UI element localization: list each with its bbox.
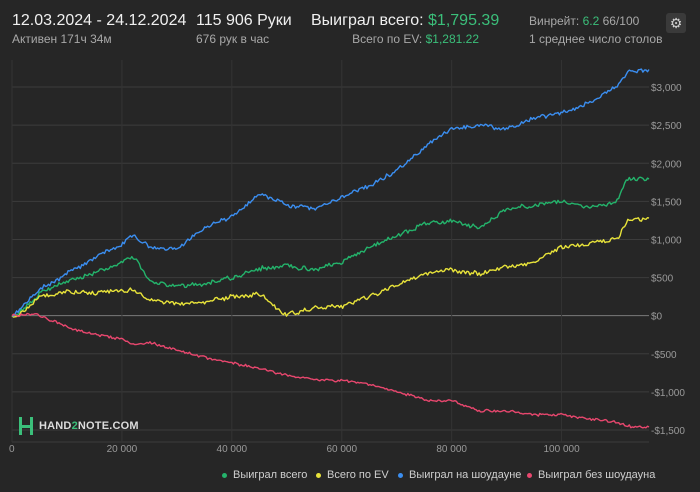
x-tick-label: 100 000 (544, 444, 581, 455)
x-tick-label: 80 000 (436, 444, 467, 455)
legend-won-total[interactable]: Выиграл всего (222, 469, 307, 481)
series-line-3 (11, 312, 650, 429)
logo-mark-icon (18, 415, 34, 437)
y-tick-label: $0 (651, 312, 663, 323)
stats-header: 12.03.2024 - 24.12.2024 Активен 171ч 34м… (0, 0, 700, 52)
active-time: Активен 171ч 34м (12, 32, 112, 46)
legend-dot-icon (527, 472, 532, 478)
y-tick-label: -$500 (651, 350, 677, 361)
x-tick-label: 0 (9, 444, 15, 455)
ev-summary: Всего по EV: $1,281.22 (352, 32, 479, 46)
y-tick-label: -$1,000 (651, 388, 685, 399)
won-total-value: $1,795.39 (428, 12, 500, 29)
legend-dot-icon (316, 472, 321, 478)
ev-value: $1,281.22 (425, 32, 479, 46)
legend-showdown[interactable]: Выиграл на шоудауне (398, 469, 521, 481)
legend-non-showdown[interactable]: Выиграл без шоудауна (527, 469, 655, 481)
y-tick-label: $3,000 (651, 83, 682, 94)
y-tick-label: $2,000 (651, 159, 682, 170)
date-range[interactable]: 12.03.2024 - 24.12.2024 (12, 12, 187, 29)
hands-per-hour: 676 рук в час (196, 32, 270, 46)
x-tick-label: 40 000 (217, 444, 248, 455)
won-total-label: Выиграл всего: (311, 12, 424, 29)
hands-count: 115 906 Руки (196, 12, 292, 29)
gear-icon[interactable]: ⚙ (666, 13, 686, 33)
series-line-1 (11, 216, 650, 318)
winrate-rest: 66/100 (602, 14, 640, 28)
x-tick-label: 20 000 (107, 444, 138, 455)
y-tick-label: $1,500 (651, 197, 682, 208)
hand2note-logo: HAND2NOTE.COM (18, 415, 139, 437)
winrate: Винрейт: 6.2 66/100 (529, 14, 639, 28)
winrate-value: 6.2 (582, 14, 600, 28)
y-tick-label: $2,500 (651, 121, 682, 132)
y-tick-label: -$1,500 (651, 426, 685, 437)
ev-label: Всего по EV: (352, 32, 423, 46)
avg-tables: 1 среднее число столов (529, 32, 663, 46)
won-total-summary: Выиграл всего: $1,795.39 (311, 12, 499, 30)
winrate-label: Винрейт: (529, 14, 580, 28)
y-tick-label: $500 (651, 274, 674, 285)
chart-legend: Выиграл всего Всего по EV Выиграл на шоу… (0, 469, 700, 485)
legend-dot-icon (398, 472, 403, 478)
profit-chart: $3,000 $2,500 $2,000 $1,500 $1,000 $500 $0 -$50… (9, 60, 685, 455)
series-line-2 (11, 68, 650, 317)
legend-dot-icon (222, 472, 227, 478)
series-line-0 (11, 176, 650, 317)
legend-ev[interactable]: Всего по EV (316, 469, 389, 481)
x-tick-label: 60 000 (326, 444, 357, 455)
y-tick-label: $1,000 (651, 235, 682, 246)
logo-text: HAND2NOTE.COM (39, 420, 139, 432)
